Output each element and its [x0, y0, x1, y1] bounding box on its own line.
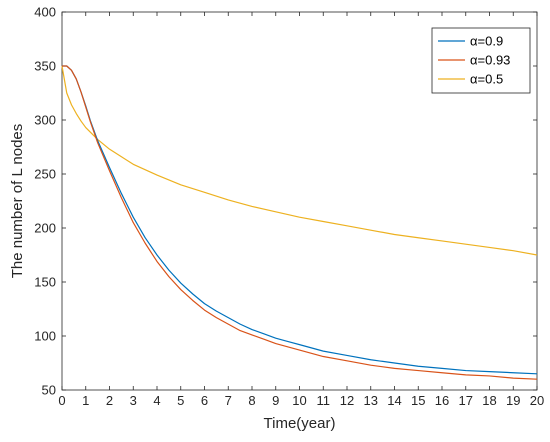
x-tick-label: 11 — [317, 393, 331, 408]
y-tick-label: 350 — [34, 59, 56, 74]
x-tick-label: 19 — [506, 393, 520, 408]
x-tick-label: 0 — [58, 393, 65, 408]
y-tick-label: 150 — [34, 275, 56, 290]
legend-label: α=0.5 — [470, 72, 503, 87]
x-tick-label: 18 — [482, 393, 496, 408]
x-tick-label: 16 — [435, 393, 449, 408]
x-tick-label: 7 — [225, 393, 232, 408]
x-tick-label: 15 — [411, 393, 425, 408]
x-tick-label: 2 — [106, 393, 113, 408]
x-tick-label: 14 — [387, 393, 401, 408]
x-axis-label: Time(year) — [264, 415, 336, 432]
x-tick-label: 20 — [530, 393, 544, 408]
x-tick-label: 3 — [130, 393, 137, 408]
y-axis-label: The number of L nodes — [9, 124, 26, 279]
x-tick-label: 9 — [272, 393, 279, 408]
x-tick-label: 13 — [364, 393, 378, 408]
y-tick-label: 50 — [42, 383, 56, 398]
legend-label: α=0.9 — [470, 34, 503, 49]
series-line-2 — [61, 65, 538, 256]
y-tick-label: 200 — [34, 221, 56, 236]
x-tick-label: 8 — [248, 393, 255, 408]
series-lines — [61, 65, 538, 380]
x-tick-label: 10 — [292, 393, 306, 408]
x-tick-label: 12 — [340, 393, 354, 408]
x-tick-label: 17 — [459, 393, 473, 408]
axis-ticks: 0 1 2 3 4 5 6 7 8 9 10 11 12 13 14 15 16 17 18 19 2050100150… — [34, 5, 544, 409]
x-tick-label: 1 — [82, 393, 89, 408]
x-tick-label: 4 — [153, 393, 160, 408]
y-tick-label: 300 — [34, 113, 56, 128]
legend-label: α=0.93 — [470, 53, 510, 68]
legend: α=0.9 α=0.93 α=0.5 — [431, 27, 531, 94]
x-tick-label: 5 — [177, 393, 184, 408]
y-tick-label: 400 — [34, 5, 56, 20]
series-line-1 — [62, 65, 538, 380]
y-tick-label: 250 — [34, 167, 56, 182]
x-tick-label: 6 — [201, 393, 208, 408]
y-tick-label: 100 — [34, 329, 56, 344]
